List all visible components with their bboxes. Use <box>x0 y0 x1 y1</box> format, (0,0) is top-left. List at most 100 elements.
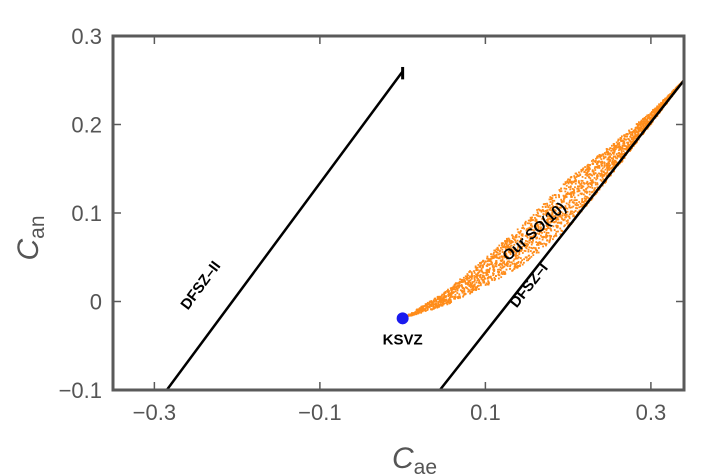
scatter-point <box>537 225 540 228</box>
scatter-point <box>486 277 489 280</box>
scatter-point <box>505 244 508 246</box>
scatter-point <box>493 255 496 258</box>
scatter-point <box>550 229 553 232</box>
scatter-point <box>563 197 566 200</box>
scatter-point <box>596 176 598 178</box>
scatter-point <box>476 286 479 288</box>
scatter-point <box>512 249 515 252</box>
scatter-point <box>637 134 639 137</box>
scatter-point <box>617 139 620 142</box>
scatter-point <box>461 278 463 281</box>
scatter-point <box>623 135 626 138</box>
scatter-point <box>496 251 499 254</box>
scatter-point <box>495 248 498 251</box>
scatter-point <box>526 242 528 245</box>
scatter-point <box>469 279 472 282</box>
scatter-point <box>542 203 545 206</box>
scatter-point <box>637 129 640 132</box>
scatter-point <box>585 190 588 193</box>
scatter-point <box>473 271 476 274</box>
scatter-point <box>531 225 534 228</box>
scatter-point <box>612 153 615 155</box>
scatter-point <box>495 265 498 268</box>
scatter-point <box>565 211 567 213</box>
scatter-point <box>454 283 457 286</box>
scatter-point <box>580 179 583 182</box>
scatter-point <box>640 126 643 129</box>
scatter-point <box>523 227 526 230</box>
scatter-point <box>431 301 434 303</box>
scatter-point <box>577 194 580 197</box>
scatter-point <box>592 158 595 161</box>
scatter-point <box>495 256 497 259</box>
scatter-point <box>570 194 572 197</box>
scatter-point <box>662 98 665 101</box>
scatter-point <box>580 187 583 190</box>
scatter-point <box>647 114 650 116</box>
scatter-point <box>612 164 615 166</box>
scatter-point <box>412 313 414 316</box>
scatter-point <box>570 192 573 195</box>
scatter-point <box>569 185 572 188</box>
scatter-point <box>628 130 631 133</box>
scatter-point <box>547 211 550 214</box>
scatter-point <box>548 217 551 220</box>
scatter-point <box>598 153 601 156</box>
scatter-point <box>503 251 506 253</box>
scatter-point <box>563 214 566 217</box>
scatter-point <box>646 122 649 125</box>
scatter-point <box>450 289 452 291</box>
scatter-point <box>581 185 584 188</box>
scatter-point <box>566 210 569 213</box>
scatter-point <box>555 224 558 227</box>
scatter-point <box>619 153 622 155</box>
scatter-point <box>619 138 622 140</box>
scatter-point <box>466 282 469 285</box>
scatter-point <box>478 271 481 273</box>
scatter-point <box>444 290 447 293</box>
scatter-point <box>465 286 468 289</box>
scatter-point <box>566 222 568 225</box>
scatter-point <box>464 281 467 284</box>
scatter-point <box>637 125 639 128</box>
scatter-point <box>467 280 470 283</box>
scatter-point <box>449 299 452 302</box>
scatter-point <box>602 175 604 178</box>
scatter-point <box>487 269 490 271</box>
scatter-point <box>497 268 499 271</box>
scatter-point <box>557 221 560 224</box>
scatter-point <box>627 143 629 145</box>
scatter-point <box>469 292 472 295</box>
scatter-point <box>533 232 536 235</box>
scatter-point <box>452 291 455 294</box>
scatter-point <box>575 179 577 182</box>
scatter-point <box>437 304 439 307</box>
scatter-point <box>620 135 623 138</box>
scatter-point <box>521 227 524 229</box>
scatter-point <box>501 255 504 258</box>
scatter-point <box>501 259 504 262</box>
scatter-point <box>585 192 588 194</box>
scatter-point <box>513 266 516 268</box>
scatter-point <box>413 312 415 314</box>
scatter-point <box>572 188 575 191</box>
scatter-point <box>500 267 503 270</box>
scatter-point <box>613 146 615 149</box>
scatter-point <box>497 273 500 275</box>
scatter-point <box>553 199 556 202</box>
scatter-point <box>463 293 466 296</box>
scatter-point <box>520 242 523 245</box>
scatter-point <box>606 168 609 171</box>
scatter-point <box>562 194 565 197</box>
scatter-point <box>493 249 496 252</box>
scatter-point <box>545 233 548 236</box>
scatter-point <box>644 126 646 129</box>
scatter-point <box>607 166 610 169</box>
scatter-point <box>481 279 484 282</box>
scatter-point <box>475 267 478 270</box>
scatter-point <box>552 235 555 238</box>
scatter-point <box>632 139 635 142</box>
scatter-point <box>521 263 524 266</box>
scatter-point <box>531 228 533 231</box>
scatter-point <box>573 215 576 218</box>
